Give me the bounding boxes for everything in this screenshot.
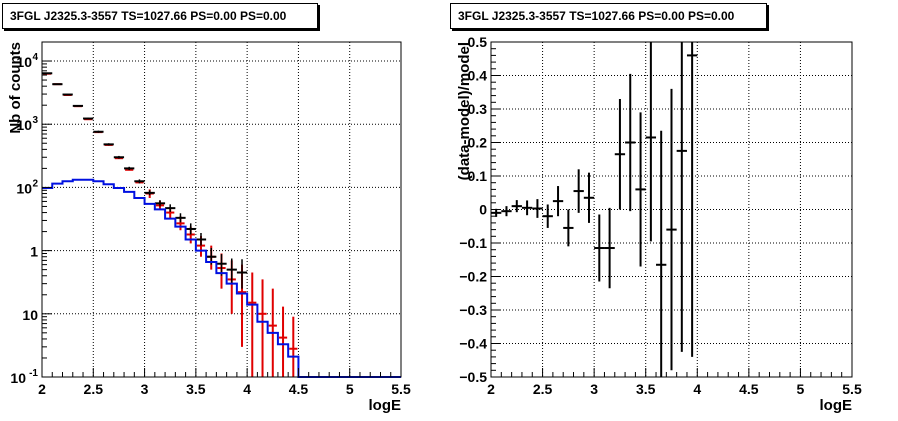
y-tick-exponent: 4 (32, 52, 38, 63)
x-axis-label: logE (369, 397, 402, 414)
y-tick-exponent: 2 (32, 178, 38, 189)
y-tick-label: 10 (22, 307, 38, 323)
x-tick-label: 2.5 (84, 381, 104, 397)
left-chart-title: 3FGL J2325.3-3557 TS=1027.66 PS=0.00 PS=… (2, 3, 318, 29)
x-tick-label: 2.5 (533, 381, 553, 397)
y-tick-label: 0 (479, 202, 487, 218)
x-tick-label: 4.5 (289, 381, 309, 397)
x-tick-label: 3.5 (186, 381, 206, 397)
y-tick-label: 0.1 (468, 168, 488, 184)
y-tick-label: 0.2 (468, 135, 488, 151)
y-tick-label: −0.5 (459, 369, 487, 385)
y-tick-label: 0.4 (468, 68, 488, 84)
y-tick-label: −0.2 (459, 269, 487, 285)
y-axis-label: (data-model)/model (456, 42, 473, 180)
y-tick-label: 10 (16, 117, 32, 133)
x-tick-label: 2 (38, 381, 46, 397)
y-tick-label: 10 (16, 54, 32, 70)
y-tick-label: −0.3 (459, 302, 487, 318)
y-tick-label: 10 (10, 370, 26, 386)
x-tick-label: 4 (243, 381, 251, 397)
model-source-step-line (42, 178, 401, 378)
plot-frame (41, 41, 402, 378)
y-axis-label: Nb of counts (7, 42, 24, 134)
plot-area (42, 42, 401, 377)
y-tick-label: 10 (16, 180, 32, 196)
x-axis-label: logE (820, 397, 853, 414)
y-tick-label: −0.1 (459, 235, 487, 251)
x-tick-label: 2 (487, 381, 495, 397)
x-tick-label: 5.5 (842, 381, 862, 397)
x-tick-label: 4.5 (739, 381, 759, 397)
right-chart-title: 3FGL J2325.3-3557 TS=1027.66 PS=0.00 PS=… (450, 3, 767, 29)
x-tick-label: 5.5 (391, 381, 411, 397)
y-tick-label: 1 (30, 244, 38, 260)
x-tick-label: 3 (590, 381, 598, 397)
y-tick-label: 0.5 (468, 34, 488, 50)
x-tick-label: 4 (693, 381, 701, 397)
y-tick-exponent: -1 (29, 368, 38, 379)
x-tick-label: 3 (141, 381, 149, 397)
x-tick-label: 5 (797, 381, 805, 397)
x-tick-label: 5 (346, 381, 354, 397)
y-tick-exponent: 3 (32, 115, 38, 126)
y-tick-label: 0.3 (468, 101, 488, 117)
y-tick-label: −0.4 (459, 336, 487, 352)
x-tick-label: 3.5 (636, 381, 656, 397)
